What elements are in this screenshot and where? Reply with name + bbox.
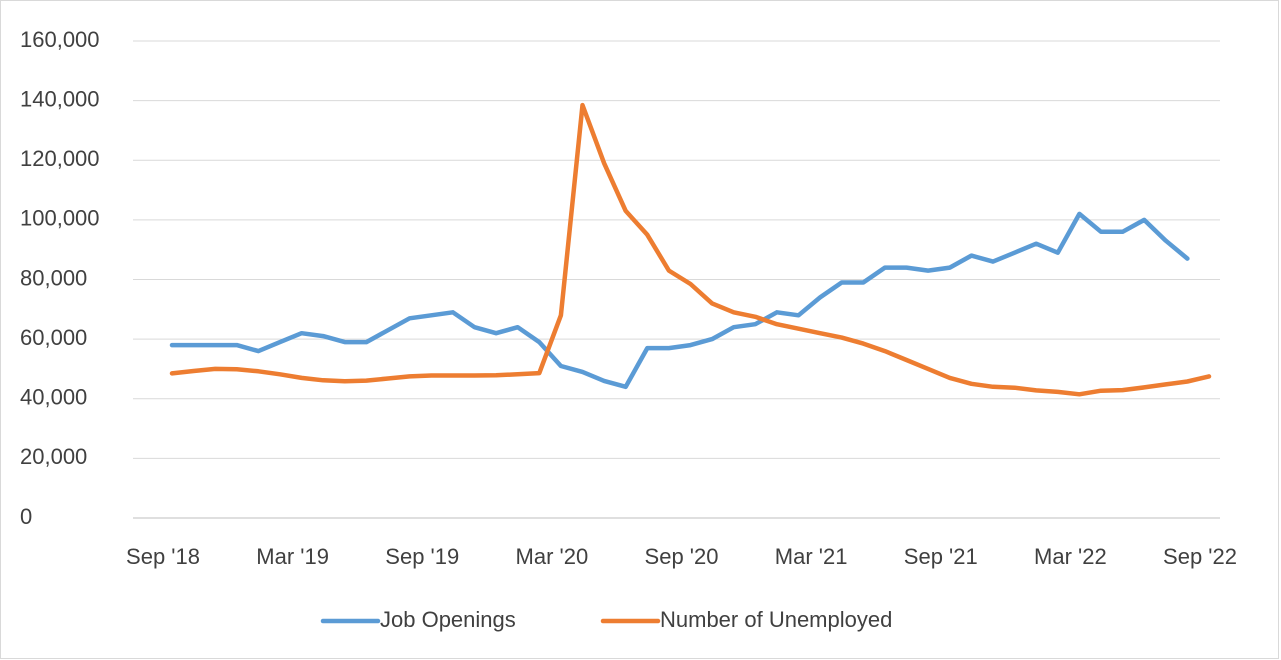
x-tick-label: Sep '18	[126, 544, 200, 569]
y-tick-label: 60,000	[20, 325, 87, 350]
y-tick-label: 40,000	[20, 385, 87, 410]
y-tick-label: 20,000	[20, 444, 87, 469]
x-tick-label: Mar '20	[516, 544, 589, 569]
x-tick-label: Mar '22	[1034, 544, 1107, 569]
x-tick-label: Sep '22	[1163, 544, 1237, 569]
series-line	[169, 102, 1212, 397]
series-line	[169, 211, 1190, 390]
x-tick-label: Mar '21	[775, 544, 848, 569]
x-tick-label: Mar '19	[256, 544, 329, 569]
y-tick-label: 80,000	[20, 265, 87, 290]
y-tick-label: 160,000	[20, 27, 100, 52]
x-tick-label: Sep '21	[904, 544, 978, 569]
y-tick-label: 100,000	[20, 206, 100, 231]
legend-label: Number of Unemployed	[660, 607, 892, 632]
x-tick-label: Sep '20	[645, 544, 719, 569]
y-tick-label: 0	[20, 504, 32, 529]
y-tick-label: 120,000	[20, 146, 100, 171]
legend-label: Job Openings	[380, 607, 516, 632]
x-tick-label: Sep '19	[385, 544, 459, 569]
y-tick-label: 140,000	[20, 86, 100, 111]
